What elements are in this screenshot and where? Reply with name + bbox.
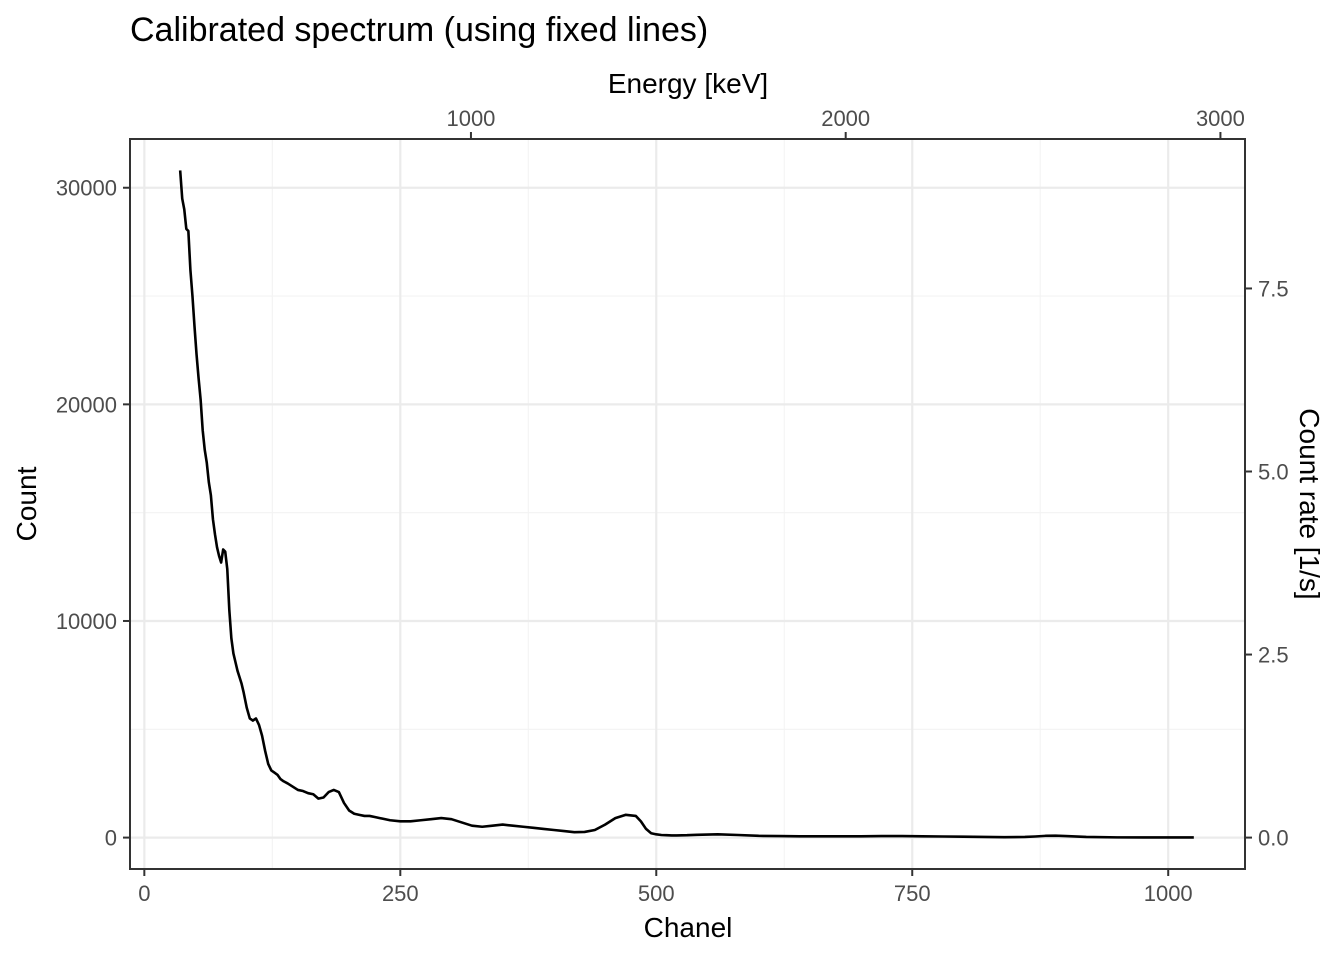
x-tick-label: 250 xyxy=(382,881,419,906)
count-rate-tick-label: 0.0 xyxy=(1258,826,1289,851)
energy-tick-label: 3000 xyxy=(1196,106,1245,131)
energy-tick-label: 1000 xyxy=(446,106,495,131)
count-rate-tick-label: 5.0 xyxy=(1258,460,1289,485)
y-tick-label: 10000 xyxy=(56,609,117,634)
y-tick-label: 30000 xyxy=(56,176,117,201)
axis-ticks xyxy=(123,132,1252,876)
energy-axis-title: Energy [keV] xyxy=(608,68,768,99)
y-tick-label: 20000 xyxy=(56,392,117,417)
chanel-axis-title: Chanel xyxy=(644,912,733,943)
count-rate-axis-title: Count rate [1/s] xyxy=(1294,408,1325,599)
x-tick-label: 500 xyxy=(638,881,675,906)
y-tick-label: 0 xyxy=(105,826,117,851)
chart-title: Calibrated spectrum (using fixed lines) xyxy=(130,11,708,49)
spectrum-line xyxy=(178,170,1194,839)
grid-lines xyxy=(130,139,1245,869)
energy-tick-label: 2000 xyxy=(821,106,870,131)
count-rate-tick-label: 2.5 xyxy=(1258,643,1289,668)
count-rate-tick-label: 7.5 xyxy=(1258,276,1289,301)
count-axis-title: Count xyxy=(11,466,42,541)
x-tick-label: 1000 xyxy=(1144,881,1193,906)
panel-border xyxy=(129,138,1246,870)
x-tick-label: 750 xyxy=(894,881,931,906)
x-tick-label: 0 xyxy=(138,881,150,906)
